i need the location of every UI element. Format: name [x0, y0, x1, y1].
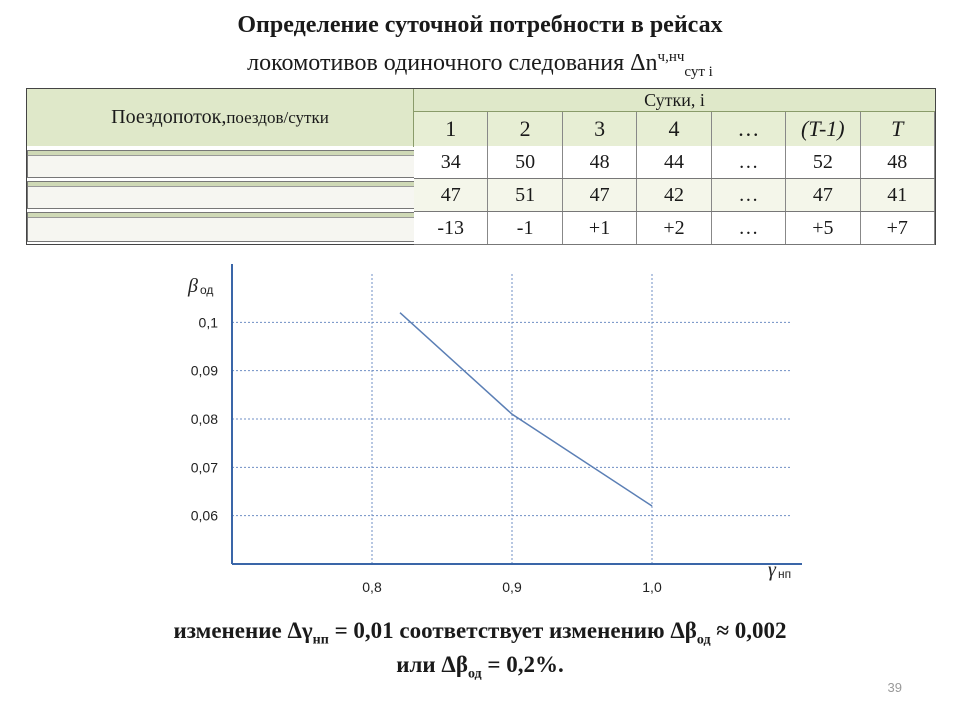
caption-l1-sub2: од [696, 632, 711, 648]
table-cell: +7 [861, 212, 935, 244]
table-cell: 44 [637, 146, 712, 178]
days-label: Сутки, i [414, 89, 935, 112]
beta-gamma-chart: 0,06 0,07 0,08 0,09 0,1 0,8 0,9 1,0 β од γ нп [187, 264, 802, 595]
x-axis-label-sub: нп [778, 567, 791, 581]
caption-l1-b: = 0,01 соответствует изменению Δβ [328, 618, 697, 643]
title-line-2: локомотивов одиночного следования Δnч,нч… [0, 44, 960, 85]
caption-line-1: изменение Δγнп = 0,01 соответствует изме… [0, 618, 960, 649]
y-tick-label: 0,06 [191, 508, 218, 524]
y-tick-label: 0,07 [191, 459, 218, 475]
table-cell: +5 [786, 212, 861, 244]
table-cell: 51 [488, 179, 563, 211]
page-number: 39 [887, 680, 902, 695]
table-cell: -13 [414, 212, 489, 244]
day-column-header: 2 [488, 112, 563, 146]
row-label-thumbnail [27, 212, 415, 242]
title-sup: ч,нч [657, 49, 685, 65]
day-column-header: … [712, 112, 787, 146]
day-columns: 1 2 3 4… (T-1) T [414, 112, 935, 146]
caption-l1-c: ≈ 0,002 [710, 618, 787, 643]
day-column-header: 4 [637, 112, 712, 146]
series-line [399, 312, 653, 507]
left-header-small: поездов/сутки [226, 107, 329, 127]
table-cell: 41 [861, 179, 935, 211]
table-row: -13 -1 +1 +2… +5 +7 [414, 212, 935, 245]
table-row: 34 50 48 44… 52 48 [414, 146, 935, 179]
table-cell: -1 [488, 212, 563, 244]
caption-l1-a: изменение Δγ [173, 618, 313, 643]
days-header: Сутки, i 1 2 3 4… (T-1) T [414, 89, 935, 146]
x-tick-label: 0,8 [362, 579, 382, 595]
caption-l2-a: или Δβ [396, 652, 468, 677]
table-row-labels-area [27, 146, 415, 244]
table-cell: 48 [861, 146, 935, 178]
table-cell: +1 [563, 212, 638, 244]
table-cell: +2 [637, 212, 712, 244]
table-cell: 52 [786, 146, 861, 178]
y-tick-label: 0,08 [191, 411, 218, 427]
title-line-1: Определение суточной потребности в рейса… [237, 12, 723, 38]
x-tick-label: 1,0 [642, 579, 662, 595]
day-column-header: 1 [414, 112, 489, 146]
table-body: 34 50 48 44… 52 48 47 51 47 42… 47 41 -13 -1 +1 +2… +5 +7 [414, 146, 935, 245]
y-axis-label: β [187, 275, 198, 297]
caption-l2-b: = 0,2%. [481, 652, 564, 677]
table-cell: 47 [786, 179, 861, 211]
table-cell: 34 [414, 146, 489, 178]
day-column-header: T [861, 112, 935, 146]
table-cell: 48 [563, 146, 638, 178]
table-row: 47 51 47 42… 47 41 [414, 179, 935, 212]
row-label-thumbnail [27, 150, 415, 178]
table-cell: 47 [414, 179, 489, 211]
title-line-2-text: локомотивов одиночного следования Δn [247, 50, 658, 76]
table-cell: 47 [563, 179, 638, 211]
y-axis-label-sub: од [200, 283, 213, 297]
table-cell: 50 [488, 146, 563, 178]
day-column-header: 3 [563, 112, 638, 146]
caption-l2-sub: од [467, 666, 482, 682]
x-axis-label: γ [768, 559, 777, 581]
table-cell: … [712, 212, 787, 244]
row-label-thumbnail [27, 181, 415, 209]
y-tick-label: 0,1 [199, 314, 219, 330]
caption-line-2: или Δβод = 0,2%. [0, 652, 960, 683]
table-left-header: Поездопоток, поездов/сутки [27, 89, 414, 147]
caption-l1-sub: нп [312, 632, 329, 648]
table-cell: … [712, 146, 787, 178]
y-tick-label: 0,09 [191, 363, 218, 379]
x-tick-label: 0,9 [502, 579, 522, 595]
day-column-header: (T-1) [786, 112, 861, 146]
table-cell: … [712, 179, 787, 211]
table-cell: 42 [637, 179, 712, 211]
title-sub: сут i [684, 63, 713, 80]
left-header-main: Поездопоток, [111, 106, 227, 128]
